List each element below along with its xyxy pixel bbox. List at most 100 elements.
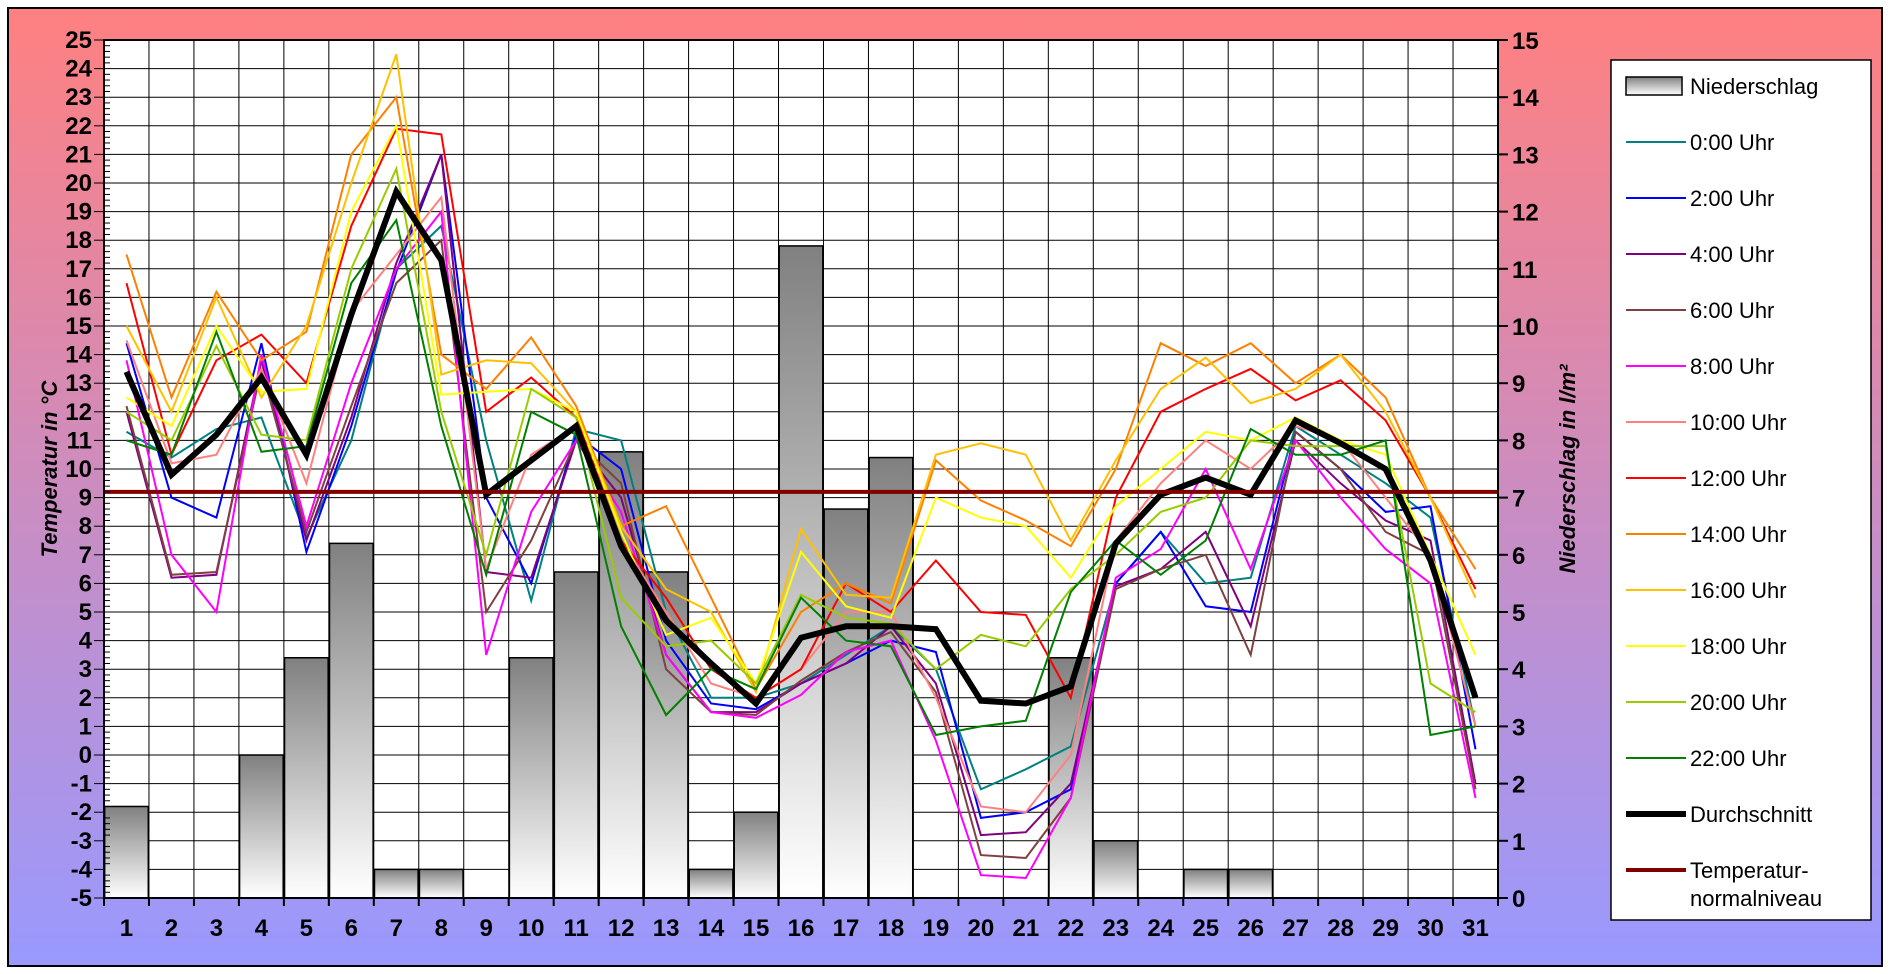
- x-tick-label: 8: [435, 915, 448, 942]
- y-left-tick-label: -4: [71, 856, 93, 883]
- temperature-lines: [104, 53, 1498, 880]
- y-right-tick-label: 2: [1512, 772, 1525, 799]
- legend-label-normal-1: Temperatur-: [1690, 858, 1809, 883]
- y-left-tick-label: 21: [65, 141, 92, 168]
- series-line: [125, 127, 1477, 701]
- x-tick-label: 2: [165, 915, 178, 942]
- x-tick-label: 21: [1012, 915, 1039, 942]
- x-tick-label: 31: [1462, 915, 1489, 942]
- x-tick-label: 1: [120, 915, 133, 942]
- x-tick-label: 7: [390, 915, 403, 942]
- x-tick-label: 20: [968, 915, 995, 942]
- x-tick-label: 30: [1417, 915, 1444, 942]
- y-right-tick-label: 1: [1512, 829, 1525, 856]
- y-right-tick-label: 14: [1512, 85, 1539, 112]
- x-tick-label: 19: [923, 915, 950, 942]
- x-tick-label: 13: [653, 915, 680, 942]
- precipitation-bar: [103, 805, 150, 899]
- x-tick-label: 15: [743, 915, 770, 942]
- precipitation-bar: [418, 868, 464, 899]
- y-left-tick-label: 20: [65, 170, 92, 197]
- x-tick-label: 3: [210, 915, 223, 942]
- precipitation-bar: [373, 868, 419, 899]
- series-line: [125, 53, 1477, 695]
- precipitation-bar: [1228, 868, 1274, 899]
- x-tick-label: 28: [1327, 915, 1354, 942]
- x-tick-label: 12: [608, 915, 635, 942]
- y-left-tick-label: 14: [65, 342, 92, 369]
- y-left-tick-label: -5: [71, 885, 92, 912]
- y-left-tick-label: 13: [65, 370, 92, 397]
- series-line: [125, 238, 1477, 860]
- y-right-tick-label: 8: [1512, 428, 1525, 455]
- x-tick-label: 25: [1192, 915, 1219, 942]
- axes: [94, 39, 1508, 906]
- x-tick-label: 24: [1147, 915, 1174, 942]
- y-right-tick-label: 6: [1512, 543, 1525, 570]
- y-left-tick-label: -2: [71, 799, 92, 826]
- x-tick-label: 22: [1057, 915, 1084, 942]
- legend-label: 6:00 Uhr: [1690, 298, 1774, 323]
- y-right-tick-label: 3: [1512, 714, 1525, 741]
- precipitation-bar: [643, 571, 689, 899]
- y-right-axis-title: Niederschlag in l/m²: [1555, 364, 1580, 574]
- x-tick-label: 10: [518, 915, 545, 942]
- y-left-tick-label: 22: [65, 113, 92, 140]
- legend-label: 8:00 Uhr: [1690, 354, 1774, 379]
- legend-swatch-niederschlag: [1625, 76, 1683, 96]
- y-left-tick-label: 16: [65, 284, 92, 311]
- y-right-tick-label: 10: [1512, 314, 1539, 341]
- x-tick-label: 9: [480, 915, 493, 942]
- y-left-tick-label: 2: [79, 685, 92, 712]
- y-left-tick-label: 17: [65, 256, 92, 283]
- y-left-tick-label: 3: [79, 656, 92, 683]
- y-right-tick-label: 11: [1512, 257, 1537, 284]
- y-left-tick-label: 24: [65, 56, 92, 83]
- precipitation-bar: [1183, 868, 1229, 899]
- series-line: [125, 94, 1477, 692]
- y-left-tick-label: 10: [65, 456, 92, 483]
- precipitation-bar: [508, 657, 554, 899]
- legend-label: Durchschnitt: [1690, 802, 1812, 827]
- series-line-average: [123, 184, 1479, 709]
- legend-label: 4:00 Uhr: [1690, 242, 1774, 267]
- y-right-tick-label: 15: [1512, 28, 1539, 55]
- legend-label: Niederschlag: [1690, 74, 1818, 99]
- y-left-tick-label: 0: [79, 742, 92, 769]
- precipitation-bar: [778, 245, 824, 899]
- legend-label: 20:00 Uhr: [1690, 690, 1787, 715]
- legend-label: 2:00 Uhr: [1690, 186, 1774, 211]
- y-left-axis-title: Temperatur in °C: [37, 380, 62, 558]
- precipitation-bar: [238, 754, 284, 899]
- y-left-tick-label: 1: [79, 713, 92, 740]
- x-tick-label: 17: [833, 915, 860, 942]
- y-right-tick-label: 0: [1512, 886, 1525, 913]
- y-right-tick-label: 4: [1512, 657, 1526, 684]
- x-tick-label: 5: [300, 915, 313, 942]
- y-right-tick-label: 12: [1512, 200, 1539, 227]
- y-left-tick-label: 11: [67, 427, 92, 454]
- precipitation-bar: [823, 508, 869, 899]
- y-left-tick-label: 4: [79, 628, 93, 655]
- y-left-tick-label: -3: [71, 828, 92, 855]
- x-tick-label: 18: [878, 915, 905, 942]
- series-line: [125, 165, 1477, 713]
- precipitation-bar: [688, 868, 734, 899]
- x-tick-labels: 1 2 3 4 5 6 7 8 9 10 11 12 13 14 15 16 17 18 19 20 21 22 23 24 2…: [120, 915, 1489, 942]
- x-tick-label: 4: [255, 915, 269, 942]
- x-tick-label: 14: [698, 915, 725, 942]
- precipitation-bars: [103, 245, 1274, 899]
- legend: Niederschlag 0:00 Uhr 2:00 Uhr 4:00 Uhr 6:00…: [1610, 59, 1872, 921]
- precipitation-bar: [733, 811, 779, 899]
- precipitation-bar: [283, 657, 329, 899]
- y-left-tick-label: 19: [65, 199, 92, 226]
- y-left-tick-label: 6: [79, 570, 92, 597]
- legend-label: 16:00 Uhr: [1690, 578, 1787, 603]
- legend-label-normal-2: normalniveau: [1690, 886, 1822, 911]
- x-tick-label: 6: [345, 915, 358, 942]
- legend-box: [1610, 59, 1872, 921]
- precipitation-bar: [553, 571, 599, 899]
- legend-label: 0:00 Uhr: [1690, 130, 1774, 155]
